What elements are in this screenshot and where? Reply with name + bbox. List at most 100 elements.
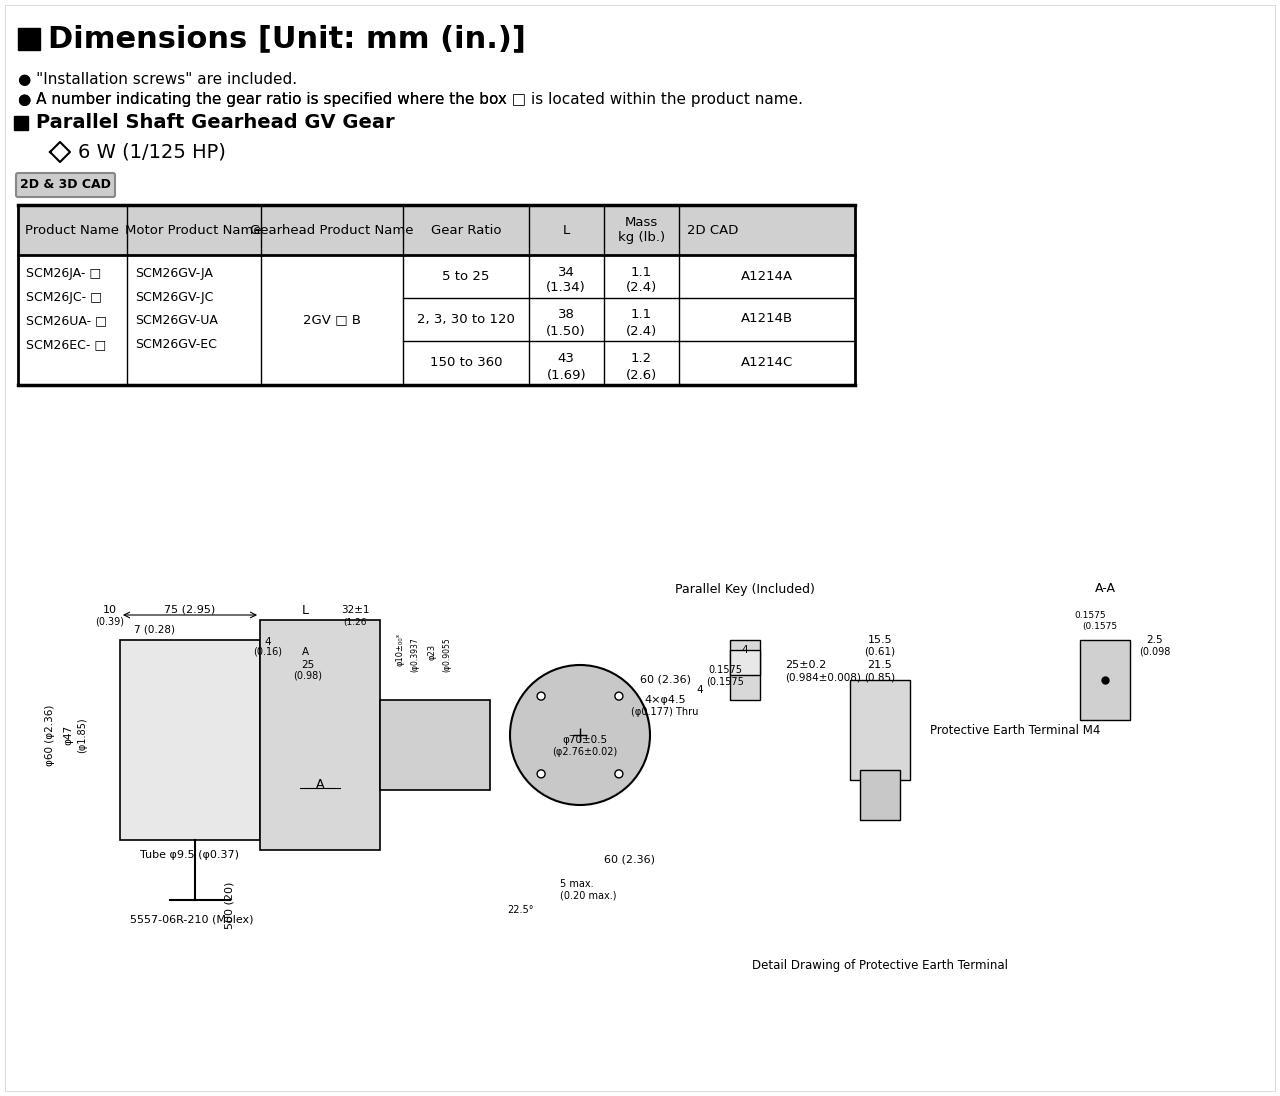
Bar	[730, 650, 760, 675]
Text: (0.61): (0.61)	[864, 647, 896, 657]
Text: 4: 4	[696, 685, 703, 695]
Text: (0.16): (0.16)	[253, 647, 283, 657]
Text: SCM26GV-JC: SCM26GV-JC	[134, 290, 214, 304]
Circle shape	[538, 769, 545, 778]
Text: SCM26GV-UA: SCM26GV-UA	[134, 315, 218, 328]
Text: 500 (20): 500 (20)	[225, 881, 236, 928]
Text: Gearhead Product Name: Gearhead Product Name	[250, 224, 413, 237]
Text: Product Name: Product Name	[26, 224, 119, 237]
Circle shape	[614, 692, 623, 700]
Bar	[18, 255, 855, 385]
Text: SCM26EC- □: SCM26EC- □	[26, 339, 106, 352]
Text: 2D & 3D CAD: 2D & 3D CAD	[20, 179, 111, 192]
Text: (1.26: (1.26	[343, 617, 367, 627]
Text: (0.98): (0.98)	[293, 670, 323, 680]
Bar	[850, 680, 910, 780]
Text: 60 (2.36): 60 (2.36)	[640, 675, 690, 685]
Bar	[14, 116, 28, 130]
Text: 25±0.2: 25±0.2	[785, 660, 827, 670]
Text: φ60 (φ2.36): φ60 (φ2.36)	[45, 705, 55, 766]
Text: (0.1575: (0.1575	[707, 677, 744, 687]
Text: 1.1: 1.1	[631, 265, 652, 278]
Text: 38: 38	[558, 308, 575, 321]
Text: (φ0.177) Thru: (φ0.177) Thru	[631, 707, 699, 717]
Text: (0.984±0.008): (0.984±0.008)	[785, 672, 861, 682]
Bar	[380, 700, 490, 790]
Text: (0.85): (0.85)	[864, 672, 896, 682]
Text: 2.5: 2.5	[1147, 635, 1164, 646]
Text: L: L	[563, 224, 570, 237]
Text: 5 to 25: 5 to 25	[442, 270, 489, 283]
Text: 4×φ4.5: 4×φ4.5	[644, 695, 686, 705]
Bar	[18, 28, 40, 50]
Text: Dimensions [Unit: mm (in.)]: Dimensions [Unit: mm (in.)]	[49, 24, 526, 54]
Text: φ47: φ47	[63, 724, 73, 745]
Text: 25: 25	[301, 660, 315, 670]
Text: Motor Product Name: Motor Product Name	[125, 224, 262, 237]
Text: 15.5: 15.5	[868, 635, 892, 646]
Text: A: A	[316, 778, 324, 791]
Text: 32±1: 32±1	[340, 605, 369, 615]
Text: φ23: φ23	[428, 644, 436, 660]
Text: 34: 34	[558, 265, 575, 278]
FancyBboxPatch shape	[15, 173, 115, 197]
Text: 75 (2.95): 75 (2.95)	[164, 605, 215, 615]
Text: A-A: A-A	[1094, 582, 1115, 594]
Text: (1.50): (1.50)	[547, 324, 586, 338]
Text: Protective Earth Terminal M4: Protective Earth Terminal M4	[931, 723, 1101, 737]
Text: SCM26JA- □: SCM26JA- □	[26, 266, 101, 279]
Text: 4: 4	[265, 637, 271, 647]
Text: 2D CAD: 2D CAD	[687, 224, 739, 237]
Text: A1214A: A1214A	[741, 270, 794, 283]
Text: 2, 3, 30 to 120: 2, 3, 30 to 120	[417, 312, 515, 326]
Text: SCM26UA- □: SCM26UA- □	[26, 315, 106, 328]
Text: (2.6): (2.6)	[626, 368, 657, 381]
Text: ● A number indicating the gear ratio is specified where the box: ● A number indicating the gear ratio is …	[18, 92, 512, 107]
Text: (1.34): (1.34)	[547, 282, 586, 295]
Bar	[1080, 640, 1130, 720]
Text: A1214C: A1214C	[741, 356, 794, 369]
Circle shape	[509, 665, 650, 804]
Text: A: A	[301, 647, 308, 657]
Text: Detail Drawing of Protective Earth Terminal: Detail Drawing of Protective Earth Termi…	[753, 959, 1009, 971]
Text: 7 (0.28): 7 (0.28)	[134, 625, 175, 635]
Text: L: L	[302, 604, 308, 616]
Text: 5 max.
(0.20 max.): 5 max. (0.20 max.)	[561, 879, 617, 901]
Text: ● "Installation screws" are included.: ● "Installation screws" are included.	[18, 72, 297, 87]
Bar	[120, 640, 260, 840]
Text: (1.69): (1.69)	[547, 368, 586, 381]
Text: (0.098: (0.098	[1139, 647, 1171, 657]
Text: (φ1.85): (φ1.85)	[77, 717, 87, 753]
Text: A1214B: A1214B	[741, 312, 794, 326]
Text: Parallel Key (Included): Parallel Key (Included)	[675, 583, 815, 596]
Text: Parallel Shaft Gearhead GV Gear: Parallel Shaft Gearhead GV Gear	[36, 114, 394, 133]
Text: φ70±0.5: φ70±0.5	[562, 735, 608, 745]
Text: 43: 43	[558, 353, 575, 365]
Text: 6 W (1/125 HP): 6 W (1/125 HP)	[78, 142, 225, 161]
Circle shape	[538, 692, 545, 700]
Circle shape	[614, 769, 623, 778]
Bar	[260, 620, 380, 850]
Text: 21.5: 21.5	[868, 660, 892, 670]
Text: (0.39): (0.39)	[96, 617, 124, 627]
Text: Tube φ9.5 (φ0.37): Tube φ9.5 (φ0.37)	[141, 850, 239, 860]
Text: 22.5°: 22.5°	[507, 905, 534, 915]
Text: 2GV □ B: 2GV □ B	[303, 313, 361, 327]
Text: 1.1: 1.1	[631, 308, 652, 321]
Text: (0.1575: (0.1575	[1083, 623, 1117, 631]
Text: Mass
kg (lb.): Mass kg (lb.)	[618, 216, 666, 244]
Text: SCM26GV-JA: SCM26GV-JA	[134, 266, 212, 279]
Text: (2.4): (2.4)	[626, 324, 657, 338]
Text: φ10±₀₀³: φ10±₀₀³	[396, 633, 404, 666]
Text: (φ0.9055: (φ0.9055	[443, 638, 452, 672]
Text: 4: 4	[741, 646, 749, 655]
Text: 0.1575: 0.1575	[708, 665, 742, 675]
Text: (φ0.3937: (φ0.3937	[411, 638, 420, 672]
Text: SCM26GV-EC: SCM26GV-EC	[134, 339, 216, 352]
Text: (φ2.76±0.02): (φ2.76±0.02)	[553, 747, 618, 757]
Text: (2.4): (2.4)	[626, 282, 657, 295]
Text: 60 (2.36): 60 (2.36)	[604, 855, 655, 865]
Text: 5557-06R-210 (Molex): 5557-06R-210 (Molex)	[131, 915, 253, 925]
Bar	[18, 205, 855, 255]
Text: ● A number indicating the gear ratio is specified where the box □ is located wit: ● A number indicating the gear ratio is …	[18, 92, 803, 107]
